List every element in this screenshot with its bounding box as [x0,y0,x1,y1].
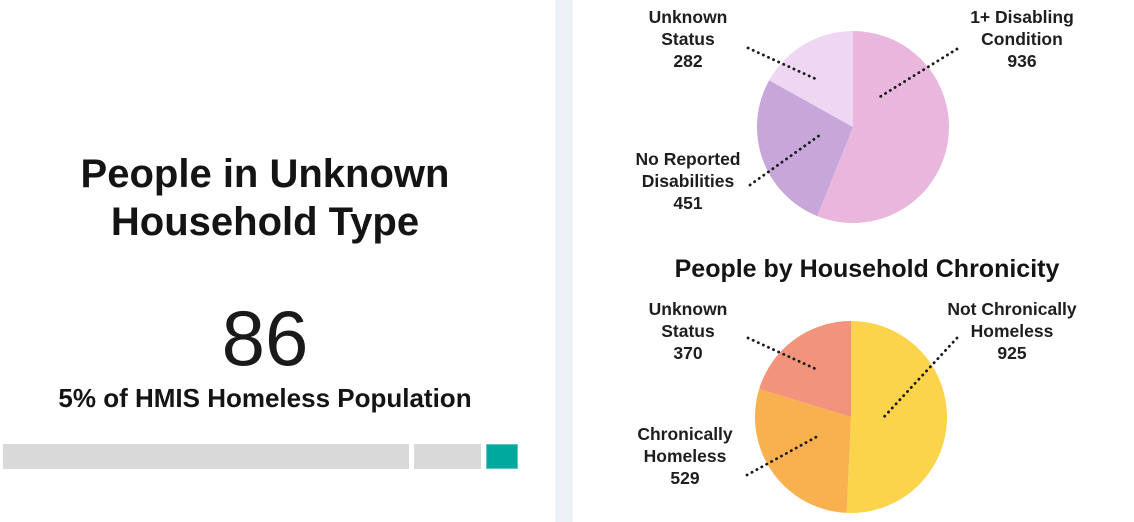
leader-line-chronically-homeless [745,434,820,477]
callout-not-chronically-homeless: Not Chronically Homeless 925 [917,298,1107,364]
callout-label: No Reported Disabilities [635,149,741,191]
leader-line-unknown-status-282 [746,46,820,82]
chart-title-household-chronicity: People by Household Chronicity [674,255,1060,283]
callout-label: Chronically Homeless [637,424,733,466]
callout-label: Not Chronically Homeless [947,299,1077,341]
leader-line-no-reported-disabilities [748,133,822,187]
pie-slice-unknown-status[interactable] [769,31,853,127]
callout-value: 282 [673,51,703,71]
callout-value: 925 [997,343,1027,363]
bar-segment[interactable] [3,444,409,469]
callout-value: 529 [670,468,700,488]
callout-value: 936 [1007,51,1037,71]
pie-slice-chronically-homeless[interactable] [755,388,851,513]
pie-disabling-condition [757,31,949,223]
bar-segment[interactable] [414,444,481,469]
leader-line-not-chronically-homeless [881,336,959,420]
kpi-subtitle: 5% of HMIS Homeless Population [58,383,472,413]
population-bar [3,444,518,469]
pie-slice-1-disabling-condition[interactable] [817,31,949,223]
kpi-value: 86 [221,294,309,382]
pie-household-chronicity [755,321,947,513]
leader-line-unknown-status-370 [746,336,820,372]
callout-value: 370 [673,343,703,363]
kpi-title: People in Unknown Household Type [80,152,450,244]
callout-chronically-homeless: Chronically Homeless 529 [605,423,765,489]
leader-line-disabling-condition [876,47,959,100]
bar-segment-highlighted[interactable] [486,444,518,469]
callout-unknown-status-top: Unknown Status 282 [633,6,743,72]
callout-no-reported-disabilities: No Reported Disabilities 451 [603,148,773,214]
pie-slice-unknown-status[interactable] [759,321,851,417]
callout-label: 1+ Disabling Condition [970,7,1074,49]
pie-slice-not-chronically-homeless[interactable] [846,321,947,513]
callout-unknown-status-bottom: Unknown Status 370 [633,298,743,364]
callout-label: Unknown Status [648,299,728,341]
callout-value: 451 [673,193,703,213]
callout-label: Unknown Status [648,7,728,49]
callout-disabling-condition: 1+ Disabling Condition 936 [937,6,1107,72]
panel-divider [555,0,573,522]
pie-slice-no-reported-disabilities[interactable] [757,80,853,217]
